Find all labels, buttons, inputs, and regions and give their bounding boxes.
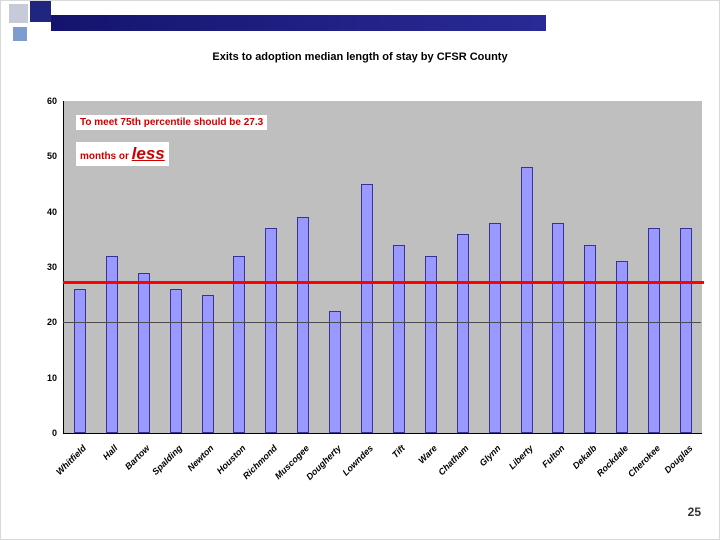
deco-square-lightblue [13, 27, 27, 41]
bar-douglas [680, 228, 693, 433]
annotation-line2-prefix: months or [80, 151, 132, 162]
bar-rockdale [616, 261, 629, 433]
deco-square-navy [30, 1, 51, 22]
y-tick-20: 20 [46, 317, 57, 328]
x-label-ware: Ware [416, 443, 439, 466]
annotation: To meet 75th percentile should be 27.3 m… [76, 115, 268, 166]
x-label-spalding: Spalding [149, 443, 184, 477]
deco-square-silver [9, 4, 28, 23]
annotation-line1: To meet 75th percentile should be 27.3 [76, 115, 268, 130]
y-tick-50: 50 [46, 151, 57, 162]
bar-richmond [265, 228, 278, 433]
x-label-tift: Tift [390, 443, 408, 460]
chart-title: Exits to adoption median length of stay … [212, 51, 508, 63]
y-tick-0: 0 [51, 428, 57, 438]
x-label-glynn: Glynn [477, 443, 503, 469]
x-label-douglas: Douglas [661, 443, 695, 476]
annotation-emphasis: less [131, 144, 165, 163]
bar-glynn [488, 222, 501, 433]
bar-newton [201, 294, 214, 433]
x-label-dekalb: Dekalb [570, 443, 599, 471]
bar-chatham [456, 233, 469, 433]
bar-spalding [169, 289, 182, 433]
x-label-hall: Hall [101, 443, 120, 462]
x-label-cherokee: Cherokee [626, 443, 663, 480]
bar-fulton [552, 222, 565, 433]
bar-ware [424, 255, 437, 433]
gridline-20 [63, 322, 701, 324]
bar-bartow [137, 272, 150, 433]
annotation-line2: months or less [76, 142, 169, 166]
bar-liberty [520, 167, 533, 433]
x-label-fulton: Fulton [540, 443, 567, 470]
bar-lowndes [361, 184, 374, 433]
bar-tift [392, 244, 405, 433]
bar-dougherty [329, 311, 342, 433]
y-tick-10: 10 [46, 372, 57, 383]
page-number: 25 [687, 505, 701, 519]
x-label-bartow: Bartow [123, 443, 152, 472]
plot-area [63, 101, 702, 434]
x-label-rockdale: Rockdale [594, 443, 631, 479]
x-label-whitfield: Whitfield [54, 443, 89, 477]
bar-chart: 0 10 20 30 40 50 60 Whitfield Hall Bartow Spaldin… [21, 96, 711, 501]
bar-hall [105, 255, 118, 433]
bar-dekalb [584, 244, 597, 433]
bar-cherokee [648, 228, 661, 433]
x-label-liberty: Liberty [506, 443, 535, 472]
y-tick-30: 30 [46, 262, 57, 272]
bar-muscogee [297, 217, 310, 433]
bar-whitfield [73, 289, 86, 433]
x-axis-labels: Whitfield Hall Bartow Spalding Newton Houston… [54, 437, 701, 501]
x-label-chatham: Chatham [436, 443, 471, 478]
deco-bar [51, 15, 546, 31]
reference-line [63, 280, 704, 284]
x-label-newton: Newton [185, 443, 216, 474]
x-label-lowndes: Lowndes [340, 443, 376, 478]
y-tick-60: 60 [46, 96, 57, 106]
bar-houston [233, 255, 246, 433]
y-tick-40: 40 [46, 206, 57, 217]
